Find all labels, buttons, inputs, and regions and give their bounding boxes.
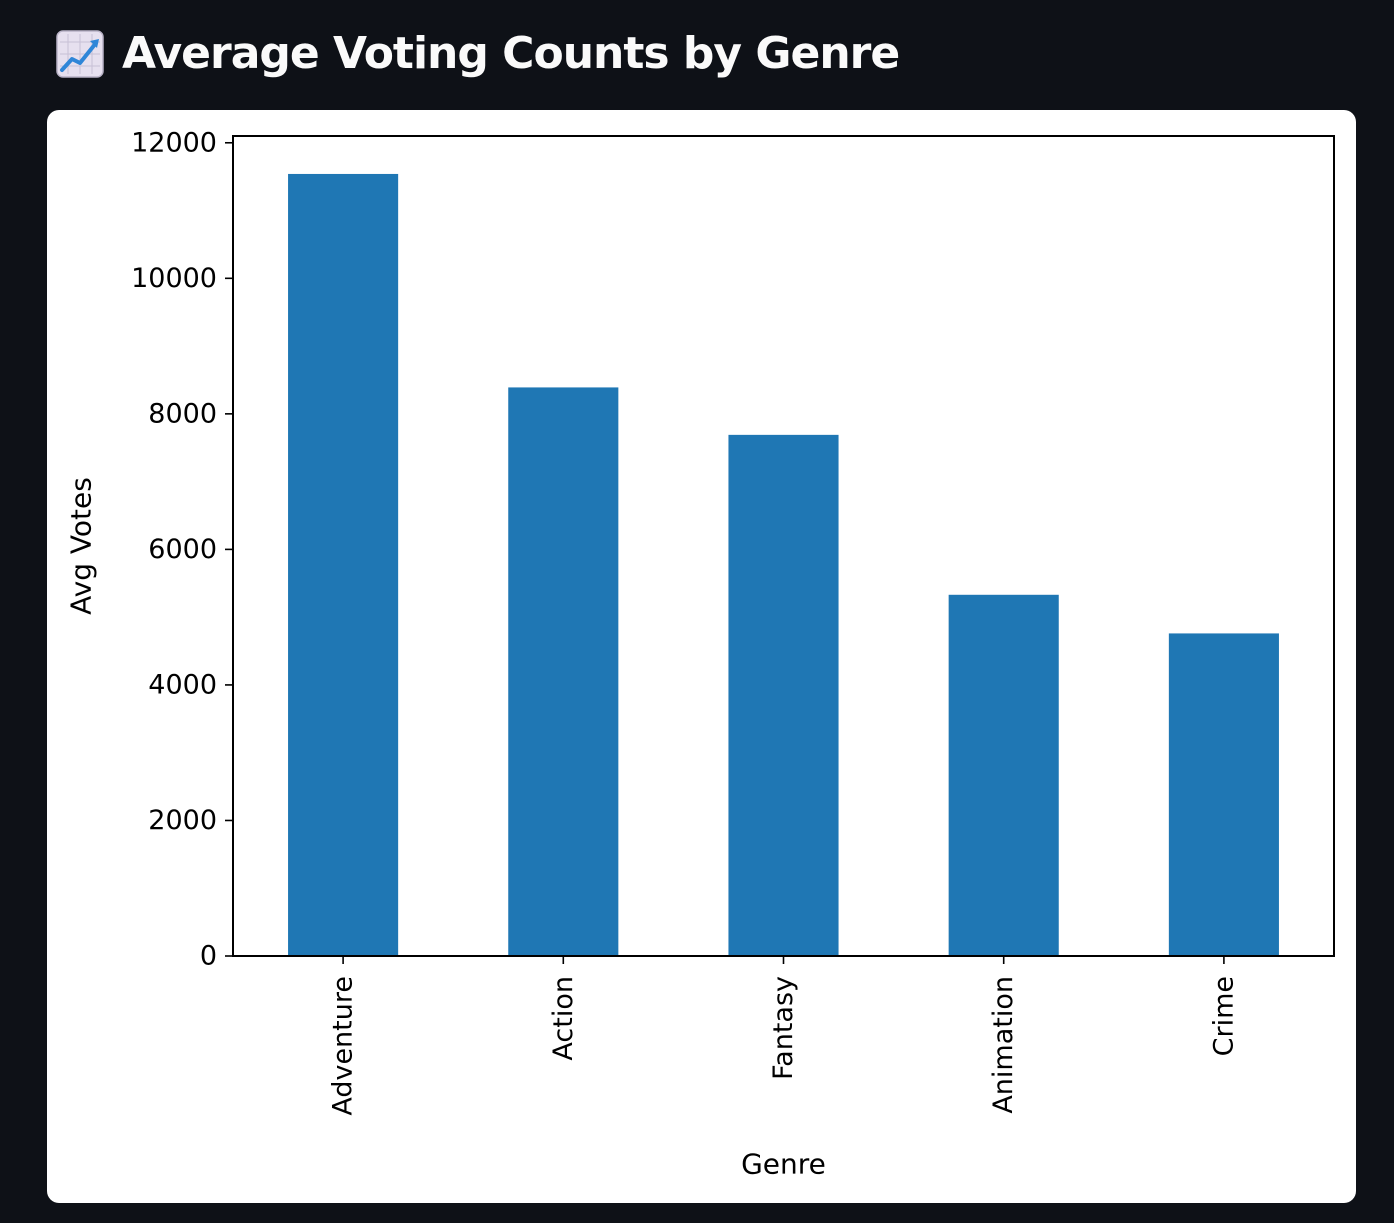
x-tick-label: Crime [1208,976,1239,1056]
chart-increasing-icon [56,30,104,78]
bar-crime [1168,633,1279,956]
x-tick-label: Adventure [328,976,359,1116]
y-tick-label: 0 [200,941,217,972]
y-tick-label: 12000 [131,127,217,158]
bar-fantasy [728,434,839,956]
page-title: Average Voting Counts by Genre [122,28,900,79]
bar-action [508,387,619,956]
bar-chart: 0 2000 4000 6000 8000 10000 12000 Adventure Acti… [65,127,1335,1181]
y-tick-label: 2000 [148,805,217,836]
bar-adventure [288,173,399,956]
chart-header: Average Voting Counts by Genre [56,24,900,84]
x-tick-label: Animation [988,976,1019,1114]
y-axis-label: Avg Votes [65,477,98,615]
x-tick-label: Action [548,976,579,1061]
y-tick-label: 10000 [131,263,217,294]
y-tick-label: 8000 [148,398,217,429]
bar-animation [948,594,1059,956]
y-tick-label: 4000 [148,669,217,700]
x-tick-label: Fantasy [768,976,799,1080]
chart-card: 0 2000 4000 6000 8000 10000 12000 Adventure Acti… [47,110,1356,1203]
x-axis-label: Genre [741,1148,826,1181]
y-tick-label: 6000 [148,534,217,565]
